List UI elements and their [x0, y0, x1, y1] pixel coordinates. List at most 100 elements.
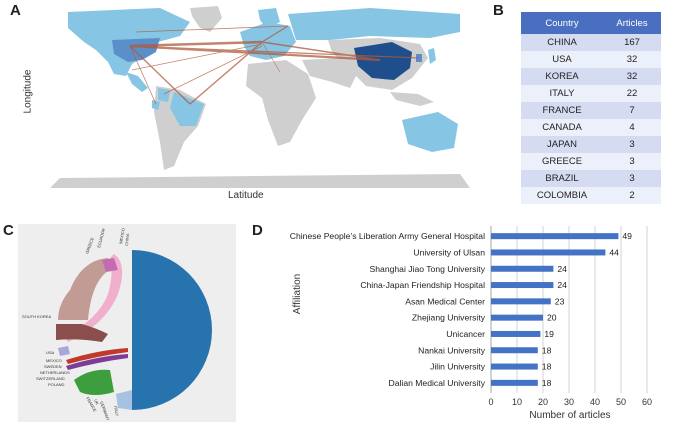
table-cell-articles: 32 [603, 68, 661, 85]
bar-value-label: 44 [609, 247, 619, 257]
link-colombia-europe [163, 45, 263, 95]
table-cell-country: CHINA [521, 34, 603, 51]
bar-value-label: 19 [544, 329, 554, 339]
table-cell-articles: 3 [603, 136, 661, 153]
chord-label: POLAND [48, 382, 65, 387]
bar [491, 282, 554, 289]
bar [491, 330, 541, 337]
chord-svg: SOUTH KOREA GREECE ECUADOR MEXICO CHINA … [22, 228, 212, 422]
map-xlabel: Latitude [228, 190, 264, 201]
bar-category-label: Asan Medical Center [405, 296, 485, 306]
table-cell-country: FRANCE [521, 102, 603, 119]
bar-value-label: 18 [542, 345, 552, 355]
chord-label: GERMANY [99, 401, 111, 422]
table-cell-articles: 167 [603, 34, 661, 51]
table-cell-articles: 7 [603, 102, 661, 119]
bar-category-label: Unicancer [446, 329, 485, 339]
chord-label: SWEDEN [44, 364, 62, 369]
bar-value-label: 23 [555, 296, 565, 306]
link-europe-russia [261, 25, 289, 43]
map-russia [288, 8, 460, 40]
bar-x-ticks: 0 10 20 30 40 50 60 [488, 397, 652, 407]
link-usa-europe [129, 40, 263, 48]
collaboration-links [129, 25, 420, 105]
link-europe-africa [261, 41, 281, 73]
map-se-asia [390, 92, 434, 106]
bar-xlabel: Number of articles [529, 410, 610, 421]
table-cell-country: USA [521, 51, 603, 68]
panel-d-label: D [252, 222, 263, 239]
panel-b-label: B [493, 2, 504, 19]
bar [491, 298, 551, 305]
map-ylabel: Longitude [22, 69, 34, 114]
bar-x-tick-label: 20 [538, 397, 548, 407]
bar-category-labels: Chinese People’s Liberation Army General… [290, 231, 486, 388]
chord-label: SOUTH KOREA [22, 314, 51, 319]
map-greenland [190, 6, 222, 32]
bar [491, 233, 619, 240]
table-cell-country: JAPAN [521, 136, 603, 153]
chord-arc-korea [58, 258, 114, 320]
bar [491, 379, 538, 386]
bar-value-label: 18 [542, 378, 552, 388]
chord-label: CHINA [124, 233, 130, 246]
chord-label: UK [93, 398, 100, 405]
bar-marks [491, 233, 619, 386]
bar-category-label: Zhejiang University [412, 313, 486, 323]
bar-ylabel: Affiliation [292, 274, 303, 314]
bar [491, 314, 543, 321]
link-usa-china [129, 44, 381, 62]
table-row: USA 32 [521, 51, 661, 68]
link-mexico-europe [131, 43, 263, 71]
table-row: COLOMBIA 2 [521, 187, 661, 204]
bar-category-label: Jilin University [430, 362, 486, 372]
link-brazil-europe [189, 41, 263, 105]
bar-category-label: Shanghai Jiao Tong University [370, 264, 486, 274]
table-cell-country: CANADA [521, 119, 603, 136]
link-usa-brazil [129, 45, 191, 105]
map-japan [428, 48, 436, 64]
bar-value-label: 49 [622, 231, 632, 241]
table-row: CHINA 167 [521, 34, 661, 51]
chord-label: USA [46, 350, 55, 355]
table-row: FRANCE 7 [521, 102, 661, 119]
map-middle-east [302, 58, 358, 88]
table-cell-articles: 3 [603, 153, 661, 170]
chord-arc-green [74, 369, 114, 395]
table-row: JAPAN 3 [521, 136, 661, 153]
table-row: BRAZIL 3 [521, 170, 661, 187]
table-cell-country: BRAZIL [521, 170, 603, 187]
chord-arc-china [132, 250, 212, 410]
table-header-articles: Articles [603, 12, 661, 34]
table-cell-articles: 4 [603, 119, 661, 136]
bar-value-label: 20 [547, 313, 557, 323]
map-china [354, 42, 412, 80]
bar [491, 265, 554, 272]
table-row: KOREA 32 [521, 68, 661, 85]
bar-category-label: University of Ulsan [413, 247, 485, 257]
map-scandinavia [258, 8, 280, 28]
map-africa [246, 60, 316, 146]
chord-label: SWITZERLAND [36, 376, 65, 381]
table-cell-country: COLOMBIA [521, 187, 603, 204]
chord-label: ECUADOR [96, 228, 106, 249]
table-cell-country: KOREA [521, 68, 603, 85]
map-antarctica [50, 174, 470, 188]
bar-value-label: 18 [542, 362, 552, 372]
chord-band-purple [66, 354, 128, 370]
chord-diagram: SOUTH KOREA GREECE ECUADOR MEXICO CHINA … [18, 224, 236, 422]
map-colombia [158, 88, 170, 102]
map-ecuador [152, 100, 160, 110]
table-row: ITALY 22 [521, 85, 661, 102]
bar-category-label: Chinese People’s Liberation Army General… [290, 231, 485, 241]
country-articles-table: Country Articles CHINA 167 USA 32 KOREA 32 … [521, 12, 661, 204]
table-row: GREECE 3 [521, 153, 661, 170]
bar-x-tick-label: 60 [642, 397, 652, 407]
chord-label: ITALY [113, 405, 120, 417]
map-brazil [170, 92, 204, 126]
map-usa [112, 38, 160, 62]
bar [491, 363, 538, 370]
bar-category-label: China-Japan Friendship Hospital [360, 280, 485, 290]
panel-c-label: C [3, 222, 14, 239]
